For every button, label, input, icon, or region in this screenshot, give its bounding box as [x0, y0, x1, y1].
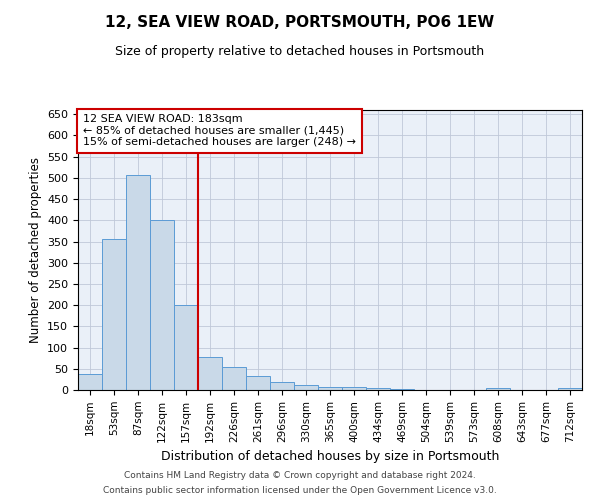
Bar — [270, 382, 294, 390]
Bar — [318, 386, 342, 390]
Text: Size of property relative to detached houses in Portsmouth: Size of property relative to detached ho… — [115, 45, 485, 58]
Bar — [78, 374, 102, 390]
Bar — [294, 385, 318, 390]
Y-axis label: Number of detached properties: Number of detached properties — [29, 157, 41, 343]
Bar — [366, 388, 390, 390]
Bar — [558, 388, 582, 390]
Bar — [486, 388, 510, 390]
Bar — [102, 238, 126, 390]
X-axis label: Distribution of detached houses by size in Portsmouth: Distribution of detached houses by size … — [161, 450, 499, 463]
Text: 12, SEA VIEW ROAD, PORTSMOUTH, PO6 1EW: 12, SEA VIEW ROAD, PORTSMOUTH, PO6 1EW — [106, 15, 494, 30]
Bar — [126, 175, 150, 390]
Bar — [198, 357, 222, 390]
Bar — [246, 376, 270, 390]
Text: Contains HM Land Registry data © Crown copyright and database right 2024.: Contains HM Land Registry data © Crown c… — [124, 471, 476, 480]
Bar — [390, 389, 414, 390]
Text: Contains public sector information licensed under the Open Government Licence v3: Contains public sector information licen… — [103, 486, 497, 495]
Bar — [174, 305, 198, 390]
Bar — [150, 220, 174, 390]
Text: 12 SEA VIEW ROAD: 183sqm
← 85% of detached houses are smaller (1,445)
15% of sem: 12 SEA VIEW ROAD: 183sqm ← 85% of detach… — [83, 114, 356, 148]
Bar — [342, 388, 366, 390]
Bar — [222, 366, 246, 390]
